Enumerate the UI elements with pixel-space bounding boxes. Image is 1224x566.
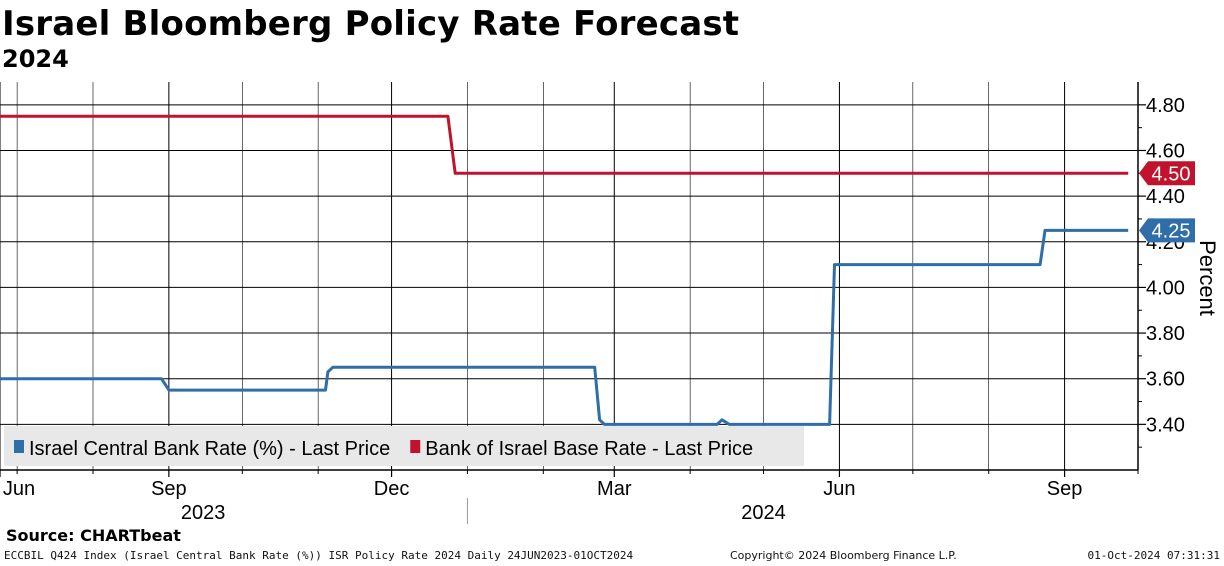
last-value-label-1: 4.25 xyxy=(1152,220,1191,242)
y-tick-label: 4.80 xyxy=(1146,95,1185,117)
year-label: 2024 xyxy=(741,502,786,524)
x-tick-label: Dec xyxy=(374,478,410,500)
y-tick-label: 4.60 xyxy=(1146,140,1185,162)
last-value-tag-2 xyxy=(1139,161,1195,186)
x-tick-label: Sep xyxy=(151,478,187,500)
x-tick-label: Jun xyxy=(3,478,35,500)
x-tick-label: Jun xyxy=(823,478,855,500)
y-axis-title: Percent xyxy=(1195,240,1220,316)
x-tick-label: Sep xyxy=(1047,478,1083,500)
legend-label-1: Israel Central Bank Rate (%) - Last Pric… xyxy=(29,438,390,460)
last-value-label-2: 4.50 xyxy=(1152,163,1191,185)
chart-subtitle: 2024 xyxy=(2,45,69,73)
series-line-2 xyxy=(0,114,1129,175)
chart-title: Israel Bloomberg Policy Rate Forecast xyxy=(2,4,740,44)
legend-box xyxy=(4,426,804,466)
y-tick-label: 3.40 xyxy=(1146,414,1185,436)
legend-swatch-2 xyxy=(410,440,421,453)
footer-timestamp: 01-Oct-2024 07:31:31 xyxy=(1087,549,1220,562)
legend-label-2: Bank of Israel Base Rate - Last Price xyxy=(425,438,753,460)
y-tick-label: 4.00 xyxy=(1146,277,1185,299)
last-value-tag-1 xyxy=(1139,218,1195,243)
source-note: Source: CHARTbeat xyxy=(6,526,181,545)
series-line-1 xyxy=(0,228,1129,426)
y-tick-label: 4.40 xyxy=(1146,186,1185,208)
footer-index-info: ECCBIL Q424 Index (Israel Central Bank R… xyxy=(4,549,634,562)
x-tick-label: Mar xyxy=(597,478,632,500)
y-tick-label: 3.80 xyxy=(1146,323,1185,345)
year-label: 2023 xyxy=(181,502,226,524)
y-tick-label: 3.60 xyxy=(1146,369,1185,391)
footer-copyright: Copyright© 2024 Bloomberg Finance L.P. xyxy=(730,549,957,562)
legend-swatch-1 xyxy=(14,440,24,453)
